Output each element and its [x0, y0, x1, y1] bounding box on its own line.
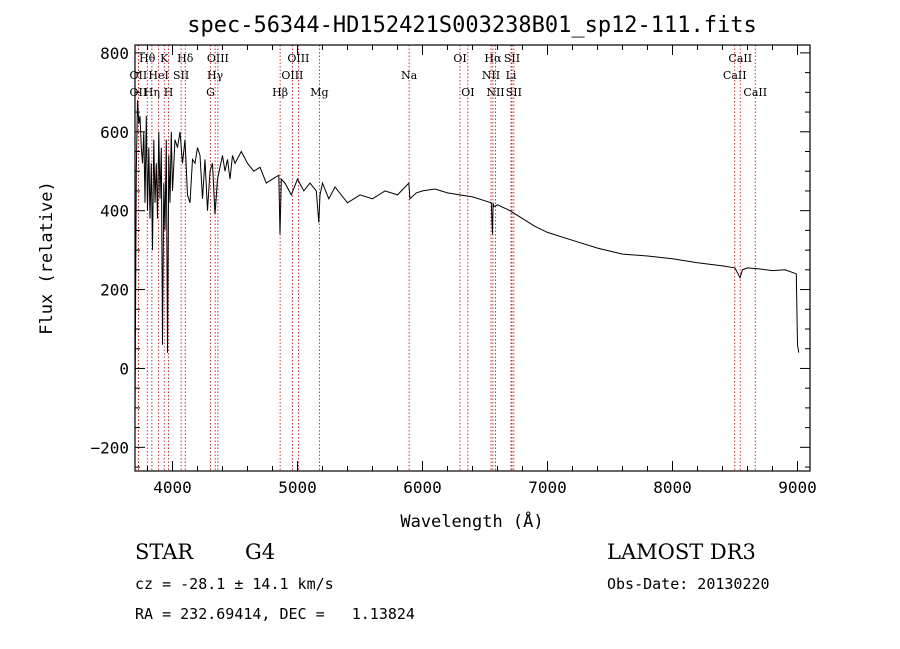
line-id-label: OI — [453, 52, 466, 65]
line-id-label: CaII — [743, 86, 767, 99]
y-tick-label: 600 — [100, 123, 129, 142]
object-class: STAR — [135, 540, 194, 564]
line-id-label: OIII — [287, 52, 309, 65]
line-id-label: Hγ — [207, 69, 224, 82]
y-tick-label: 200 — [100, 281, 129, 300]
x-tick-label: 4000 — [153, 478, 192, 497]
y-tick-label: −200 — [90, 438, 129, 457]
obs-date: Obs-Date: 20130220 — [607, 575, 770, 593]
redshift-info: cz = -28.1 ± 14.1 km/s — [135, 575, 334, 593]
line-id-label: Hδ — [177, 52, 194, 65]
line-id-label: H — [164, 86, 174, 99]
y-axis-label: Flux (relative) — [37, 181, 57, 335]
line-id-label: Hβ — [272, 86, 288, 99]
survey-name: LAMOST DR3 — [607, 540, 756, 564]
x-tick-label: 9000 — [778, 478, 817, 497]
x-tick-label: 7000 — [528, 478, 567, 497]
spectrum-line — [134, 100, 800, 416]
line-id-label: OII — [130, 69, 148, 82]
line-id-label: CaII — [728, 52, 752, 65]
line-id-label: Hα — [484, 52, 502, 65]
coordinates: RA = 232.69414, DEC = 1.13824 — [135, 605, 415, 623]
line-id-label: Hη — [144, 86, 160, 99]
line-id-label: OIII — [281, 69, 303, 82]
line-id-label: SII — [173, 69, 189, 82]
line-id-label: OIII — [207, 52, 229, 65]
x-tick-label: 8000 — [653, 478, 692, 497]
axis-ticks: 4000 5000 6000 7000 8000 9000 −200 0 200 400 600 80… — [90, 44, 816, 497]
line-id-label: CaII — [723, 69, 747, 82]
line-id-markers — [137, 45, 756, 471]
line-id-label: Hθ — [139, 52, 156, 65]
line-id-label: NII — [482, 69, 500, 82]
line-id-label: Mg — [310, 86, 328, 99]
x-tick-label: 6000 — [403, 478, 442, 497]
line-id-label: NII — [486, 86, 504, 99]
line-id-label: Na — [401, 69, 418, 82]
chart-title: spec-56344-HD152421S003238B01_sp12-111.f… — [187, 13, 757, 38]
y-tick-label: 400 — [100, 202, 129, 221]
x-axis-label: Wavelength (Å) — [400, 510, 543, 532]
x-tick-label: 5000 — [278, 478, 317, 497]
line-id-label: G — [206, 86, 215, 99]
object-subclass: G4 — [245, 540, 276, 564]
line-id-label: SII — [506, 86, 522, 99]
line-id-label: Li — [506, 69, 517, 82]
y-tick-label: 800 — [100, 44, 129, 63]
y-tick-label: 0 — [119, 359, 129, 378]
line-id-label: K — [160, 52, 169, 65]
line-id-label: OI — [461, 86, 474, 99]
plot-frame — [134, 44, 811, 472]
line-id-label: HeI — [148, 69, 168, 82]
line-id-label: SII — [504, 52, 520, 65]
